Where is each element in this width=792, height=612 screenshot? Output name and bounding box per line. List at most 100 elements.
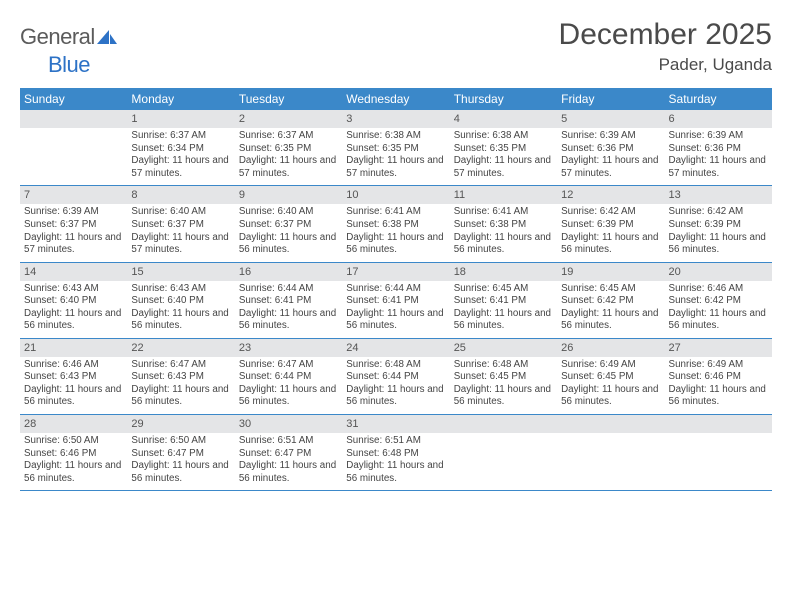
day-cell: 26Sunrise: 6:49 AMSunset: 6:45 PMDayligh… [557,339,664,414]
sunset-text: Sunset: 6:41 PM [239,295,338,308]
day-body: Sunrise: 6:42 AMSunset: 6:39 PMDaylight:… [557,206,664,256]
sunset-text: Sunset: 6:35 PM [346,143,445,156]
sunset-text: Sunset: 6:40 PM [24,295,123,308]
daylight-text: Daylight: 11 hours and 56 minutes. [24,460,123,485]
sunset-text: Sunset: 6:39 PM [669,219,768,232]
day-number: 21 [20,339,127,357]
day-body: Sunrise: 6:42 AMSunset: 6:39 PMDaylight:… [665,206,772,256]
day-number: 6 [665,110,772,128]
month-title: December 2025 [559,18,772,51]
sunset-text: Sunset: 6:48 PM [346,448,445,461]
day-cell: 7Sunrise: 6:39 AMSunset: 6:37 PMDaylight… [20,186,127,261]
day-cell: 4Sunrise: 6:38 AMSunset: 6:35 PMDaylight… [450,110,557,185]
sunrise-text: Sunrise: 6:43 AM [131,283,230,296]
sunset-text: Sunset: 6:42 PM [561,295,660,308]
week-row: 7Sunrise: 6:39 AMSunset: 6:37 PMDaylight… [20,186,772,262]
sunset-text: Sunset: 6:36 PM [561,143,660,156]
sunrise-text: Sunrise: 6:40 AM [239,206,338,219]
day-cell [557,415,664,490]
daylight-text: Daylight: 11 hours and 56 minutes. [669,232,768,257]
daylight-text: Daylight: 11 hours and 57 minutes. [24,232,123,257]
day-number: 28 [20,415,127,433]
daylight-text: Daylight: 11 hours and 56 minutes. [239,384,338,409]
weeks-host: 1Sunrise: 6:37 AMSunset: 6:34 PMDaylight… [20,110,772,491]
daylight-text: Daylight: 11 hours and 57 minutes. [239,155,338,180]
day-body: Sunrise: 6:38 AMSunset: 6:35 PMDaylight:… [342,130,449,180]
daylight-text: Daylight: 11 hours and 56 minutes. [239,308,338,333]
sunrise-text: Sunrise: 6:38 AM [346,130,445,143]
day-cell: 16Sunrise: 6:44 AMSunset: 6:41 PMDayligh… [235,263,342,338]
daylight-text: Daylight: 11 hours and 56 minutes. [561,232,660,257]
dow-sunday: Sunday [20,88,127,110]
sunset-text: Sunset: 6:37 PM [131,219,230,232]
daylight-text: Daylight: 11 hours and 56 minutes. [131,308,230,333]
day-cell: 1Sunrise: 6:37 AMSunset: 6:34 PMDaylight… [127,110,234,185]
day-number: 9 [235,186,342,204]
week-row: 1Sunrise: 6:37 AMSunset: 6:34 PMDaylight… [20,110,772,186]
daylight-text: Daylight: 11 hours and 57 minutes. [669,155,768,180]
day-number: 8 [127,186,234,204]
sail-icon [97,24,117,50]
day-body: Sunrise: 6:51 AMSunset: 6:47 PMDaylight:… [235,435,342,485]
week-row: 14Sunrise: 6:43 AMSunset: 6:40 PMDayligh… [20,263,772,339]
day-number: 3 [342,110,449,128]
week-row: 21Sunrise: 6:46 AMSunset: 6:43 PMDayligh… [20,339,772,415]
sunrise-text: Sunrise: 6:48 AM [346,359,445,372]
day-cell [665,415,772,490]
day-body: Sunrise: 6:48 AMSunset: 6:45 PMDaylight:… [450,359,557,409]
sunrise-text: Sunrise: 6:51 AM [239,435,338,448]
sunrise-text: Sunrise: 6:45 AM [454,283,553,296]
day-cell: 19Sunrise: 6:45 AMSunset: 6:42 PMDayligh… [557,263,664,338]
sunrise-text: Sunrise: 6:48 AM [454,359,553,372]
day-cell: 6 Sunrise: 6:39 AMSunset: 6:36 PMDaylight… [665,110,772,185]
dow-tuesday: Tuesday [235,88,342,110]
week-row: 28Sunrise: 6:50 AMSunset: 6:46 PMDayligh… [20,415,772,491]
day-body: Sunrise: 6:49 AMSunset: 6:45 PMDaylight:… [557,359,664,409]
dow-thursday: Thursday [450,88,557,110]
sunset-text: Sunset: 6:45 PM [561,371,660,384]
day-number: 11 [450,186,557,204]
day-body: Sunrise: 6:43 AMSunset: 6:40 PMDaylight:… [20,283,127,333]
location: Pader, Uganda [559,55,772,75]
day-cell: 13Sunrise: 6:42 AMSunset: 6:39 PMDayligh… [665,186,772,261]
sunrise-text: Sunrise: 6:43 AM [24,283,123,296]
brand-logo: General Blue [20,18,118,78]
day-number [557,415,664,433]
daylight-text: Daylight: 11 hours and 57 minutes. [454,155,553,180]
daylight-text: Daylight: 11 hours and 56 minutes. [24,384,123,409]
day-cell: 21Sunrise: 6:46 AMSunset: 6:43 PMDayligh… [20,339,127,414]
day-number: 18 [450,263,557,281]
sunrise-text: Sunrise: 6:47 AM [131,359,230,372]
day-number [450,415,557,433]
sunrise-text: Sunrise: 6:38 AM [454,130,553,143]
sunset-text: Sunset: 6:36 PM [669,143,768,156]
day-body: Sunrise: 6:47 AMSunset: 6:44 PMDaylight:… [235,359,342,409]
day-number: 24 [342,339,449,357]
day-body: Sunrise: 6:51 AMSunset: 6:48 PMDaylight:… [342,435,449,485]
sunrise-text: Sunrise: 6:42 AM [561,206,660,219]
sunset-text: Sunset: 6:37 PM [24,219,123,232]
day-number: 7 [20,186,127,204]
day-cell: 10Sunrise: 6:41 AMSunset: 6:38 PMDayligh… [342,186,449,261]
day-cell [20,110,127,185]
daylight-text: Daylight: 11 hours and 56 minutes. [561,384,660,409]
day-number: 4 [450,110,557,128]
daylight-text: Daylight: 11 hours and 56 minutes. [454,308,553,333]
brand-part2: Blue [20,52,90,77]
day-body: Sunrise: 6:46 AMSunset: 6:42 PMDaylight:… [665,283,772,333]
day-cell: 2Sunrise: 6:37 AMSunset: 6:35 PMDaylight… [235,110,342,185]
sunrise-text: Sunrise: 6:39 AM [669,130,768,143]
daylight-text: Daylight: 11 hours and 56 minutes. [454,384,553,409]
daylight-text: Daylight: 11 hours and 56 minutes. [454,232,553,257]
day-of-week-header: Sunday Monday Tuesday Wednesday Thursday… [20,88,772,110]
sunrise-text: Sunrise: 6:42 AM [669,206,768,219]
day-cell: 30Sunrise: 6:51 AMSunset: 6:47 PMDayligh… [235,415,342,490]
day-number: 12 [557,186,664,204]
day-number: 31 [342,415,449,433]
day-cell: 25Sunrise: 6:48 AMSunset: 6:45 PMDayligh… [450,339,557,414]
daylight-text: Daylight: 11 hours and 56 minutes. [131,384,230,409]
sunrise-text: Sunrise: 6:50 AM [24,435,123,448]
sunset-text: Sunset: 6:35 PM [239,143,338,156]
day-number: 5 [557,110,664,128]
day-body: Sunrise: 6:40 AMSunset: 6:37 PMDaylight:… [235,206,342,256]
